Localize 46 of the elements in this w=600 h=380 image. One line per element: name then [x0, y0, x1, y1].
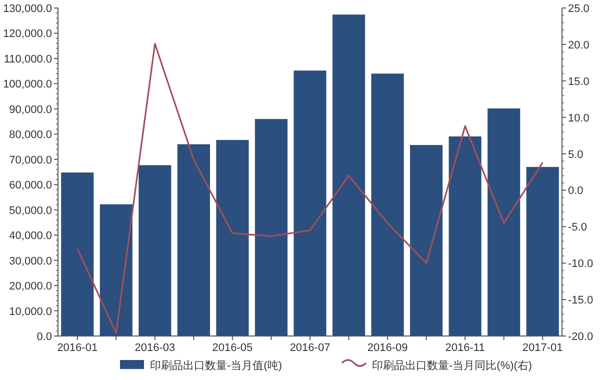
y-tick-label: 130,000.0	[3, 3, 52, 15]
bar	[254, 119, 288, 336]
bar	[488, 108, 520, 336]
legend-label: 印刷品出口数量-当月同比(%)(右)	[372, 359, 532, 372]
y-tick-label: 90,000.0	[9, 104, 52, 116]
y2-tick-label: 25.0	[568, 3, 590, 15]
y-tick-label: 100,000.0	[3, 78, 52, 91]
x-tick-label: 2017-01	[522, 342, 563, 354]
y-tick-label: 120,000.0	[3, 28, 52, 40]
y2-tick-label: -10.0	[568, 258, 594, 270]
x-tick-label: 2016-09	[367, 342, 408, 354]
x-tick-label: 2016-03	[134, 342, 176, 354]
y-tick-label: 60,000.0	[9, 180, 52, 192]
bar	[61, 172, 94, 336]
y-tick-label: 30,000.0	[9, 255, 52, 268]
y2-tick-label: -20.0	[568, 331, 594, 343]
y-tick-label: 0.0	[36, 331, 52, 343]
y2-tick-label: 15.0	[568, 76, 590, 88]
y-tick-label: 10,000.0	[9, 306, 52, 318]
y2-tick-label: -15.0	[568, 294, 594, 307]
y-tick-label: 80,000.0	[9, 129, 52, 142]
x-tick-label: 2016-01	[57, 342, 98, 354]
bar	[100, 204, 132, 336]
y-tick-label: 70,000.0	[9, 154, 52, 166]
bar	[526, 166, 559, 336]
bar	[138, 165, 172, 336]
y-tick-label: 50,000.0	[9, 204, 52, 217]
bar	[448, 136, 482, 336]
y2-tick-label: 0.0	[568, 185, 584, 198]
y-tick-label: 110,000.0	[4, 53, 52, 66]
y2-tick-label: 10.0	[568, 112, 590, 124]
bar	[371, 74, 404, 336]
bar	[294, 70, 326, 336]
x-tick-label: 2016-05	[212, 342, 253, 354]
y2-tick-label: -5.0	[568, 222, 587, 234]
bar	[332, 14, 366, 336]
y2-tick-label: 5.0	[568, 148, 584, 161]
x-tick-label: 2016-07	[290, 342, 330, 354]
bar	[177, 144, 210, 336]
bar	[410, 145, 443, 336]
bar	[216, 140, 249, 336]
y-tick-label: 20,000.0	[9, 280, 52, 293]
y-tick-label: 40,000.0	[9, 230, 52, 242]
y2-tick-label: 20.0	[568, 39, 590, 52]
x-tick-label: 2016-11	[445, 342, 485, 354]
legend-label: 印刷品出口数量-当月值(吨)	[150, 359, 282, 372]
